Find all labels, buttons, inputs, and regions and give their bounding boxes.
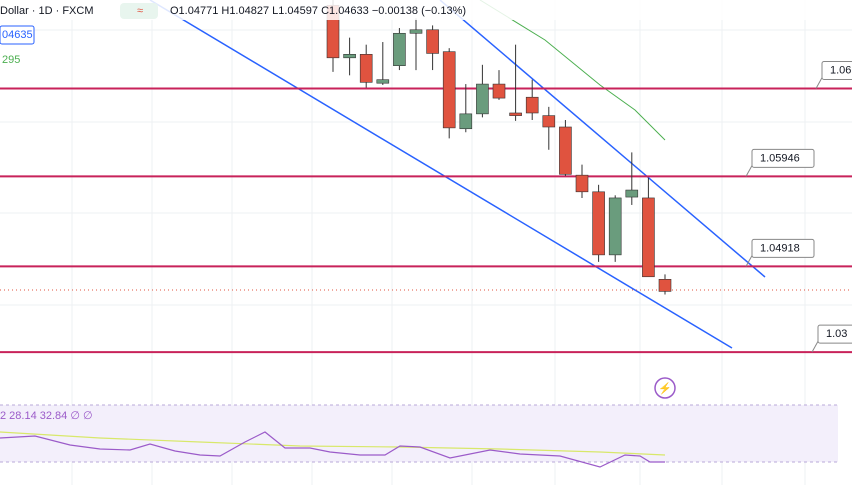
rsi-band (0, 405, 838, 462)
rsi-signal (0, 431, 666, 456)
level-label-box (751, 238, 815, 258)
indicator-toggle[interactable] (120, 3, 158, 19)
moving-average (479, 0, 666, 141)
trendline-upper (439, 0, 766, 278)
candle-body (459, 113, 473, 130)
candle-body (476, 83, 489, 115)
level-label: 1.06 (830, 64, 851, 76)
candle-body (642, 197, 655, 278)
candle-body (442, 51, 456, 129)
rsi-values: 2 28.14 32.84 ∅ ∅ (0, 410, 93, 422)
ohlc: O1.04771 H1.04827 L1.04597 C1.04633 −0.0… (170, 5, 466, 17)
candle-body (509, 112, 522, 116)
candle-body (343, 54, 356, 59)
badge-text: 04635 (2, 29, 33, 41)
candle-body (426, 29, 439, 54)
candle-body (625, 189, 639, 198)
candle-body (359, 54, 373, 83)
badge (0, 25, 35, 45)
candle-body (559, 126, 572, 175)
level-label: 1.03 (826, 328, 847, 340)
header-bg (0, 0, 852, 20)
alert-glyph: ⚡ (658, 382, 672, 395)
candle-body (658, 279, 672, 292)
candle-body (393, 32, 406, 66)
candle-body (575, 174, 589, 193)
level-label-box (817, 324, 852, 344)
trendline-lower (149, 0, 733, 349)
level-label: 1.04918 (760, 242, 800, 254)
candle-body (525, 96, 539, 114)
candle-body (542, 115, 556, 128)
toggle-icon: ≈ (137, 5, 143, 17)
level-label-box (821, 60, 852, 80)
level-label-box (751, 148, 815, 168)
candle-body (608, 197, 622, 256)
candle-body (492, 83, 506, 99)
candle-body (592, 191, 605, 256)
candle-body (409, 29, 423, 34)
alert-icon[interactable] (654, 377, 676, 399)
symbol: Dollar · 1D · FXCM (0, 5, 94, 17)
ma-value: 295 (2, 54, 20, 66)
rsi-line (0, 431, 665, 468)
level-label: 1.05946 (760, 152, 800, 164)
candle-body (376, 79, 390, 84)
